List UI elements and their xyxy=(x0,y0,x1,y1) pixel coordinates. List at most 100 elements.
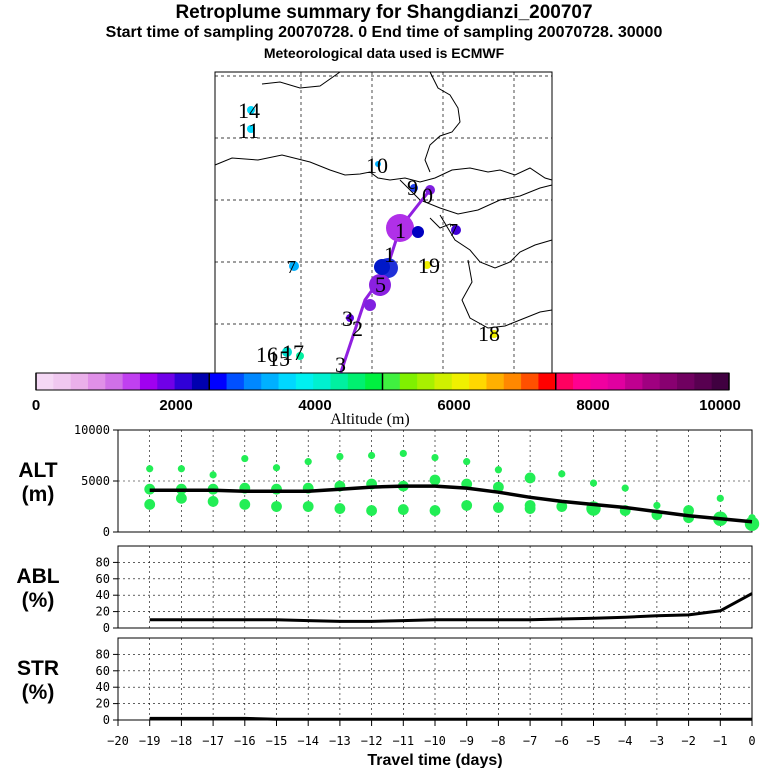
y-axis-unit: (m) xyxy=(22,483,55,506)
colorbar-swatch xyxy=(139,373,158,390)
alt-scatter-point xyxy=(461,500,473,511)
alt-scatter-point xyxy=(524,472,536,484)
y-tick-label: 5000 xyxy=(81,474,110,488)
colorbar-swatch xyxy=(573,373,591,390)
colorbar-swatch xyxy=(625,373,643,390)
map-boundaries xyxy=(214,71,553,329)
x-axis: −20 −19 −18 −17 −16 −15 −14 −13 −12 −11 −10 −9 −8 −7−… xyxy=(107,720,756,748)
map-label: 19 xyxy=(418,253,440,278)
alt-scatter-point xyxy=(241,454,249,463)
plume-point xyxy=(425,185,435,195)
alt-scatter-point xyxy=(621,484,629,492)
colorbar-swatch xyxy=(226,373,245,390)
plume-track xyxy=(247,106,498,376)
colorbar-swatch xyxy=(365,373,383,390)
plume-point xyxy=(247,125,255,133)
panel-str: 0 20 40 60 80 STR(%) xyxy=(17,637,753,727)
colorbar-swatch xyxy=(174,373,193,390)
alt-scatter-point xyxy=(744,516,760,532)
alt-scatter-point xyxy=(463,458,471,466)
colorbar-swatch xyxy=(330,373,349,390)
alt-scatter-point xyxy=(272,464,281,472)
y-tick-label: 60 xyxy=(96,664,110,678)
coastline xyxy=(461,259,553,329)
x-tick-label: −2 xyxy=(681,734,695,748)
alt-scatter-point xyxy=(653,501,661,510)
abl-series-line xyxy=(149,592,753,623)
str-series-line xyxy=(149,716,752,721)
altitude-colorbar xyxy=(35,372,730,391)
sampling-time-line: Start time of sampling 20070728. 0 End t… xyxy=(105,24,663,41)
plume-point xyxy=(364,299,376,311)
y-axis-unit: (%) xyxy=(22,681,55,704)
alt-scatter-point xyxy=(177,465,185,473)
colorbar-swatch xyxy=(451,373,470,390)
y-tick-label: 80 xyxy=(96,555,110,569)
y-tick-label: 40 xyxy=(96,680,110,694)
x-tick-label: −18 xyxy=(171,734,193,748)
alt-scatter-point xyxy=(589,479,598,487)
colorbar-ticks: 0 2000 4000 6000 8000 10000 xyxy=(32,397,741,414)
map-label: 16 xyxy=(256,342,278,367)
colorbar-swatch xyxy=(417,373,435,390)
x-tick-label: −8 xyxy=(491,734,505,748)
colorbar-swatch xyxy=(642,373,661,390)
x-tick-label: −5 xyxy=(586,734,600,748)
x-tick-label: −14 xyxy=(297,734,319,748)
plume-point xyxy=(451,225,461,235)
map-label: 7 xyxy=(287,257,296,277)
x-tick-label: −9 xyxy=(459,734,473,748)
x-tick-label: −10 xyxy=(424,734,446,748)
colorbar-swatch xyxy=(295,373,314,390)
colorbar-swatch xyxy=(53,373,72,390)
colorbar-swatch xyxy=(503,373,522,390)
alt-scatter-point xyxy=(144,499,156,510)
colorbar-tick: 6000 xyxy=(437,397,470,414)
panel-frame xyxy=(117,429,753,533)
plume-point xyxy=(369,274,391,296)
plume-point xyxy=(386,214,414,242)
plume-point xyxy=(490,330,498,338)
colorbar-swatch xyxy=(313,373,331,390)
alt-scatter-point xyxy=(334,503,346,514)
colorbar-swatch xyxy=(243,373,262,390)
colorbar-swatch xyxy=(469,373,487,390)
y-axis-label: ABL xyxy=(16,565,59,588)
alt-scatter-point xyxy=(429,505,441,516)
colorbar-swatch xyxy=(659,373,678,390)
alt-scatter-point xyxy=(336,452,344,461)
map-label: 17 xyxy=(282,340,304,365)
x-tick-label: −13 xyxy=(329,734,351,748)
map-label: 2 xyxy=(352,316,363,341)
colorbar-swatch xyxy=(434,373,453,390)
x-tick-label: −20 xyxy=(107,734,129,748)
colorbar-swatch xyxy=(607,373,626,390)
border-line xyxy=(214,154,553,183)
x-tick-label: −3 xyxy=(650,734,664,748)
colorbar-swatch xyxy=(87,373,106,390)
border-line xyxy=(261,71,341,89)
x-tick-label: −7 xyxy=(523,734,537,748)
y-tick-label: 10000 xyxy=(74,423,110,437)
y-tick-label: 0 xyxy=(103,713,110,727)
map-panel: 14 11 10 9 0 1 7 7 19 1 5 3 2 18 16 15 1… xyxy=(214,71,553,377)
alt-scatter-point xyxy=(494,466,502,474)
colorbar-swatch xyxy=(538,373,557,390)
map-label: 3 xyxy=(335,352,346,377)
colorbar-tick: 10000 xyxy=(699,397,741,414)
alt-scatter-point xyxy=(176,492,187,504)
alt-scatter-point xyxy=(368,451,376,460)
x-tick-label: −11 xyxy=(392,734,414,748)
alt-scatter-point xyxy=(399,449,407,458)
alt-scatter-point xyxy=(397,504,409,515)
alt-scatter-point xyxy=(146,465,154,473)
colorbar-label: Altitude (m) xyxy=(330,411,410,428)
alt-mean-line xyxy=(149,484,753,524)
plume-point xyxy=(282,347,292,357)
map-labels: 14 11 10 9 0 1 7 7 19 1 5 3 2 18 16 15 1… xyxy=(238,98,500,377)
met-data-line: Meteorological data used is ECMWF xyxy=(263,45,505,61)
y-axis-label: ALT xyxy=(18,459,57,482)
x-tick-label: −19 xyxy=(139,734,161,748)
alt-scatter-point xyxy=(716,494,724,502)
alt-scatter-point xyxy=(431,453,439,462)
